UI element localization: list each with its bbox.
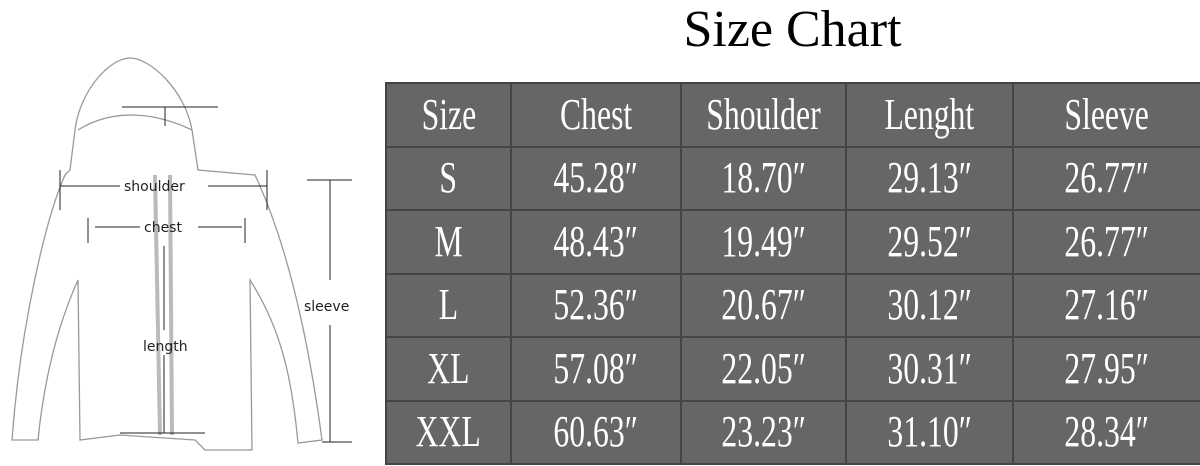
header-cell: Lenght xyxy=(845,82,1014,148)
table-cell: 26.77″ xyxy=(1012,145,1200,211)
header-cell: Size xyxy=(385,82,512,148)
table-cell: 28.34″ xyxy=(1012,399,1200,465)
table-row: S 45.28″ 18.70″ 29.13″ 26.77″ xyxy=(385,145,1200,211)
jacket-outline xyxy=(11,57,323,451)
measurement-lines xyxy=(59,106,352,443)
header-cell: Sleeve xyxy=(1012,82,1200,148)
table-cell: 30.31″ xyxy=(845,336,1014,402)
table-cell: 60.63″ xyxy=(510,399,682,465)
table-row: XL 57.08″ 22.05″ 30.31″ 27.95″ xyxy=(385,336,1200,402)
table-row: L 52.36″ 20.67″ 30.12″ 27.16″ xyxy=(385,272,1200,338)
table-cell: 22.05″ xyxy=(680,336,847,402)
table-cell: 23.23″ xyxy=(680,399,847,465)
sleeve-label: sleeve xyxy=(304,299,349,315)
table-cell: 29.52″ xyxy=(845,209,1014,275)
shoulder-label: shoulder xyxy=(124,179,185,195)
table-cell: 45.28″ xyxy=(510,145,682,211)
table-cell: XL xyxy=(385,336,512,402)
table-row: XXL 60.63″ 23.23″ 31.10″ 28.34″ xyxy=(385,399,1200,465)
length-label: length xyxy=(143,339,188,355)
header-cell: Chest xyxy=(510,82,682,148)
table-cell: 26.77″ xyxy=(1012,209,1200,275)
table-cell: L xyxy=(385,272,512,338)
table-cell: 48.43″ xyxy=(510,209,682,275)
table-cell: XXL xyxy=(385,399,512,465)
size-table: Size Chest Shoulder Lenght Sleeve S 45.2… xyxy=(385,82,1200,465)
table-cell: 27.16″ xyxy=(1012,272,1200,338)
table-cell: 57.08″ xyxy=(510,336,682,402)
table-cell: 20.67″ xyxy=(680,272,847,338)
table-cell: 52.36″ xyxy=(510,272,682,338)
table-cell: 19.49″ xyxy=(680,209,847,275)
table-cell: M xyxy=(385,209,512,275)
table-cell: S xyxy=(385,145,512,211)
table-cell: 31.10″ xyxy=(845,399,1014,465)
chest-label: chest xyxy=(144,220,182,236)
table-cell: 29.13″ xyxy=(845,145,1014,211)
jacket-measurement-diagram: shoulder chest length sleeve xyxy=(11,57,352,451)
table-cell: 30.12″ xyxy=(845,272,1014,338)
table-row: M 48.43″ 19.49″ 29.52″ 26.77″ xyxy=(385,209,1200,275)
table-cell: 18.70″ xyxy=(680,145,847,211)
header-cell: Shoulder xyxy=(680,82,847,148)
table-header-row: Size Chest Shoulder Lenght Sleeve xyxy=(385,82,1200,148)
table-cell: 27.95″ xyxy=(1012,336,1200,402)
size-chart-title: Size Chart xyxy=(683,1,902,58)
